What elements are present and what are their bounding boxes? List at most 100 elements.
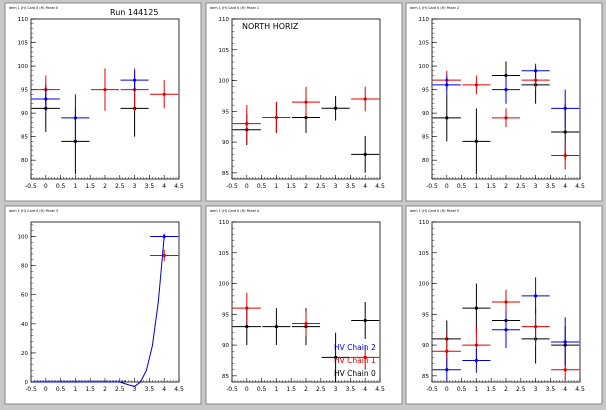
x-axis: -0.5 0 0.5 1 1.5 2 2.5 3 3.5 4 4.5 [25, 378, 184, 393]
x-tick-label: 4 [563, 386, 567, 393]
y-tick-label: 100 [18, 235, 29, 241]
y-tick-label: 110 [18, 17, 29, 23]
data-point [262, 308, 291, 346]
x-tick-label: 0.5 [56, 386, 66, 393]
legend: HV Chain 2 HV Chain 1 HV Chain 0 [334, 343, 376, 378]
marker [363, 97, 367, 101]
y-tick-label: 80 [21, 264, 28, 270]
pad-frame [4, 2, 202, 202]
marker [504, 328, 508, 332]
data-point [351, 345, 380, 370]
y-tick-label: 105 [419, 41, 430, 47]
marker [162, 253, 166, 258]
y-tick-label: 90 [222, 343, 229, 349]
data-point [521, 277, 550, 315]
y-tick-label: 85 [222, 171, 229, 177]
x-tick-label: 0 [44, 386, 48, 393]
data-point [462, 108, 491, 175]
legend-entry: HV Chain 0 [334, 369, 376, 378]
pad-2: dem 1 (H) Card 0 (H) Panel 1 -0.5 0 0.5 1 1.5… [205, 2, 403, 202]
y-tick-label: 90 [422, 111, 429, 117]
x-tick-label: 0.5 [457, 183, 467, 190]
x-tick-label: 0 [445, 183, 449, 190]
x-tick-label: 1.5 [85, 386, 95, 393]
pad-title: dem 1 (H) Card 0 (H) Panel 0 [9, 6, 58, 10]
y-tick-label: 85 [422, 374, 429, 380]
data-point [351, 86, 380, 112]
x-tick-label: 4 [563, 183, 567, 190]
data-point [491, 108, 521, 128]
x-tick-label: 0.5 [457, 386, 467, 393]
data-point [491, 289, 521, 315]
data-point [291, 86, 321, 118]
y-tick-label: 100 [219, 79, 230, 85]
data-point [150, 80, 179, 109]
x-tick-label: 3 [133, 386, 137, 393]
series-red [150, 249, 179, 262]
pad-title: dem 1 (H) Card 0 (H) Panel 5 [410, 209, 459, 213]
series-red [432, 289, 580, 382]
marker [162, 234, 166, 239]
x-tick-label: 2.5 [316, 183, 326, 190]
x-axis: -0.5 0 0.5 1 1.5 2 2.5 3 3.5 4 4.5 [426, 175, 585, 190]
x-tick-label: -0.5 [226, 183, 238, 190]
x-tick-label: 3 [133, 183, 137, 190]
data-point [432, 75, 461, 95]
x-tick-label: 0 [245, 183, 249, 190]
marker [563, 340, 567, 344]
x-tick-label: 3 [534, 386, 538, 393]
x-tick-label: 1.5 [85, 183, 95, 190]
y-axis: 85 90 95 100 105 110 [219, 17, 237, 180]
x-tick-label: 3 [334, 386, 338, 393]
x-tick-label: 2.5 [115, 386, 125, 393]
marker [563, 153, 567, 158]
marker [334, 355, 338, 359]
data-point [462, 75, 491, 95]
pad-1: dem 1 (H) Card 0 (H) Panel 0 -0.5 0 0.5 1 1.5… [4, 2, 202, 202]
x-tick-label: -0.5 [226, 386, 238, 393]
fit-curve [34, 236, 165, 387]
pad-frame [205, 205, 403, 405]
series-blue [432, 63, 580, 128]
data-point [432, 94, 461, 142]
data-point [321, 95, 350, 121]
y-axis: 85 90 95 100 105 110 [419, 220, 437, 383]
y-tick-label: 100 [419, 282, 430, 288]
x-tick-label: 2 [103, 386, 107, 393]
x-tick-label: 0 [245, 386, 249, 393]
marker [363, 355, 367, 359]
x-tick-label: 2 [103, 183, 107, 190]
marker [563, 130, 567, 134]
pad-frame [405, 2, 603, 202]
x-tick-label: 2 [304, 183, 308, 190]
marker [445, 349, 449, 353]
x-tick-label: 1 [73, 386, 77, 393]
marker [445, 368, 449, 372]
data-point [61, 94, 90, 142]
data-point [31, 87, 60, 111]
x-tick-label: 3.5 [346, 183, 356, 190]
pad-3: dem 1 (H) Card 0 (H) Panel 2 -0.5 0 0.5 1 1.5… [405, 2, 603, 202]
marker [245, 306, 249, 310]
y-tick-label: 95 [21, 88, 28, 94]
marker [73, 116, 77, 120]
marker [563, 368, 567, 372]
y-tick-label: 110 [419, 220, 430, 226]
y-tick-label: 85 [21, 135, 28, 141]
x-tick-label: 4.5 [174, 183, 184, 190]
legend-entry: HV Chain 1 [334, 356, 376, 365]
pad-title: dem 1 (H) Card 0 (H) Panel 2 [410, 6, 459, 10]
marker [504, 300, 508, 304]
pad-5: dem 1 (H) Card 0 (H) Panel 4 -0.5 0 0.5 1 1.5… [205, 205, 403, 405]
pad-title: dem 1 (H) Card 0 (H) Panel 4 [210, 209, 259, 213]
x-tick-label: 2 [504, 386, 508, 393]
chart-title: NORTH HORIZ [242, 22, 299, 31]
marker [474, 83, 478, 87]
y-tick-label: 90 [21, 111, 28, 117]
x-tick-label: -0.5 [25, 183, 37, 190]
marker [245, 122, 249, 126]
y-axis: 0 20 40 60 80 100 [18, 224, 36, 386]
marker [304, 321, 308, 326]
marker [534, 69, 538, 73]
